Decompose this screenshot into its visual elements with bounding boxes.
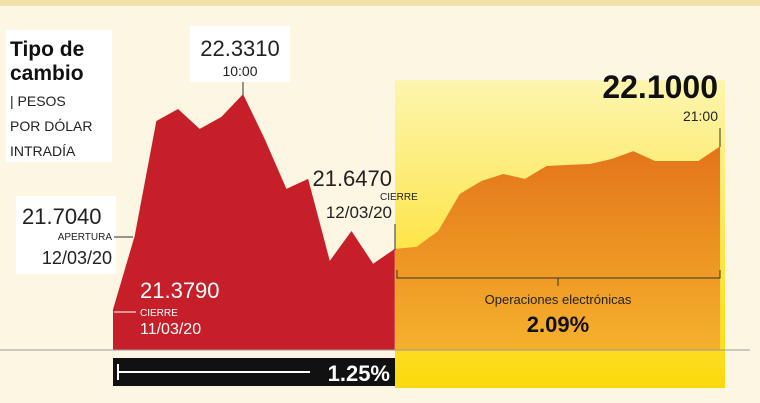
annotation-label: CIERRE [140,308,178,319]
label-box [190,26,290,82]
title-box [6,30,112,162]
area [394,146,720,350]
annotation-label: APERTURA [58,232,113,243]
annotation-label: Operaciones electrónicas [485,292,632,307]
label-box [16,196,116,274]
annotation-value: 22.3310 [200,36,280,61]
subtitle: INTRADÍA [10,143,76,159]
annotation-value: 21.3790 [140,278,220,303]
annotation-time: 21:00 [683,108,718,124]
area [113,94,395,350]
annotation-date: 12/03/20 [326,203,392,222]
annotation-value: 21.6470 [312,166,392,191]
bracket [396,270,721,286]
subtitle: POR DÓLAR [10,118,92,134]
annotation-date: 12/03/20 [42,248,112,268]
annotation-label: CIERRE [380,192,418,203]
top-border [0,0,760,6]
annotation-value: 22.1000 [602,69,718,105]
annotation-date: 11/03/20 [140,321,201,338]
session-change: 1.25% [328,361,390,386]
annotation-change: 2.09% [527,312,589,337]
title-line: Tipo de [10,38,84,61]
chart-title: Tipo de cambio [10,38,84,85]
annotation-time: 10:00 [222,63,257,79]
subtitle: | PESOS [10,93,66,109]
title-line: cambio [10,62,84,85]
annotation-value: 21.7040 [22,204,102,229]
